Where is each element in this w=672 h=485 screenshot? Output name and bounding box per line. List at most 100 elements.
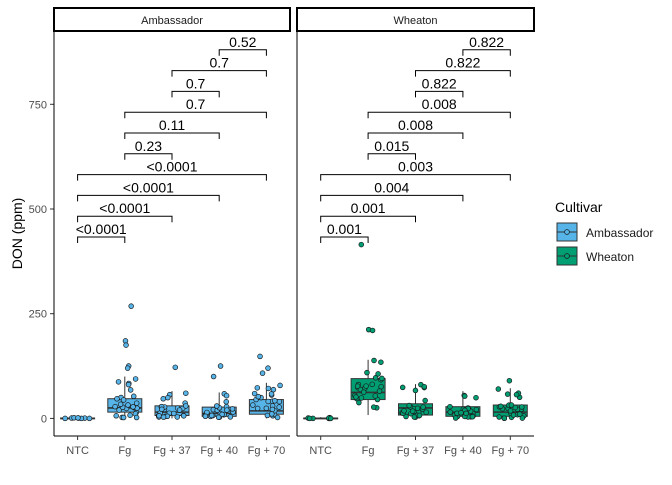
data-point — [223, 399, 229, 405]
data-point — [447, 403, 453, 410]
legend-label: Ambassador — [586, 226, 653, 240]
panel-wheaton: Wheaton NTC Fg Fg + 37 Fg + 40 Fg + 70 0.001 0.… — [296, 7, 535, 457]
legend: Cultivar Ambassador Wheaton — [555, 199, 653, 266]
bracket-line — [124, 132, 220, 139]
data-point — [120, 414, 127, 421]
data-point — [254, 405, 261, 412]
comparison-bracket: 0.008 — [367, 96, 511, 119]
outlier-point — [259, 370, 266, 376]
data-point — [327, 415, 334, 422]
data-point — [372, 393, 378, 399]
data-point — [125, 402, 131, 408]
comparison-bracket: 0.7 — [171, 55, 267, 77]
outlier-point — [265, 365, 271, 371]
data-point — [363, 383, 369, 389]
data-point — [399, 384, 406, 391]
data-point — [501, 415, 508, 421]
data-point — [414, 405, 421, 412]
data-point — [406, 402, 412, 409]
bracket-line — [77, 236, 126, 243]
x-tick-label: Fg — [362, 445, 375, 457]
data-point — [376, 388, 383, 394]
data-point — [401, 408, 407, 414]
data-point — [495, 386, 502, 392]
data-point — [469, 414, 476, 420]
bracket-line — [367, 111, 511, 119]
p-value-label: 0.001 — [327, 221, 362, 237]
data-point — [277, 382, 283, 389]
data-point — [358, 395, 365, 401]
data-point — [127, 412, 133, 418]
data-point — [159, 406, 165, 413]
x-tick-label: Fg + 70 — [491, 445, 529, 457]
bracket-line — [77, 194, 220, 202]
bracket-line — [218, 49, 267, 56]
data-point — [276, 404, 282, 410]
comparison-bracket: 0.23 — [124, 138, 173, 160]
data-point — [224, 407, 230, 413]
legend-label: Wheaton — [586, 250, 634, 264]
data-point — [269, 411, 275, 417]
bracket-line — [171, 70, 267, 77]
outlier-point — [369, 327, 376, 334]
p-value-label: 0.822 — [469, 34, 504, 50]
bracket-line — [320, 215, 416, 223]
data-point — [375, 371, 381, 377]
comparison-bracket: 0.822 — [415, 75, 464, 98]
x-tick-label: NTC — [309, 445, 332, 457]
data-point — [452, 415, 459, 421]
outlier-point — [124, 365, 131, 371]
p-value-label: 0.7 — [186, 96, 206, 112]
comparison-bracket: <0.0001 — [77, 159, 267, 181]
data-point — [114, 396, 120, 402]
data-point — [86, 415, 93, 422]
comparison-bracket: 0.822 — [415, 55, 511, 77]
legend-key-point — [564, 229, 570, 235]
data-point — [473, 406, 480, 413]
data-point — [250, 402, 256, 408]
data-point — [496, 414, 502, 420]
data-point — [165, 394, 171, 401]
comparison-bracket: 0.52 — [218, 34, 267, 56]
p-value-label: 0.822 — [422, 75, 457, 91]
data-point — [421, 383, 428, 390]
data-point — [112, 403, 118, 410]
p-value-label: 0.008 — [422, 96, 457, 112]
bracket-line — [320, 174, 511, 181]
data-point — [354, 383, 361, 389]
data-point — [274, 414, 281, 421]
data-point — [160, 414, 167, 420]
data-point — [133, 400, 140, 406]
bracket-line — [415, 90, 464, 98]
x-tick-label: Fg + 40 — [444, 445, 482, 457]
data-point — [255, 393, 262, 400]
data-point — [183, 390, 189, 396]
outlier-point — [358, 241, 365, 248]
p-value-label: 0.008 — [398, 117, 433, 133]
comparison-bracket: 0.004 — [320, 179, 464, 202]
outlier-point — [257, 353, 263, 360]
data-point — [519, 404, 525, 410]
comparison-bracket: 0.003 — [320, 159, 511, 181]
data-point — [229, 406, 236, 412]
data-point — [508, 402, 515, 408]
x-tick-label: NTC — [66, 445, 89, 457]
y-tick-label: 500 — [29, 204, 47, 216]
data-point — [272, 398, 278, 404]
bracket-line — [320, 194, 464, 202]
p-value-label: 0.52 — [229, 34, 256, 50]
data-point — [306, 415, 313, 422]
bracket-line — [124, 153, 173, 160]
data-point — [183, 403, 189, 409]
data-point — [171, 410, 177, 417]
data-point — [447, 409, 453, 415]
x-tick-label: Fg — [118, 445, 131, 457]
p-value-label: <0.0001 — [147, 159, 198, 175]
data-point — [227, 414, 234, 420]
data-point — [519, 415, 526, 421]
p-value-label: 0.7 — [186, 75, 206, 91]
data-point — [276, 398, 283, 405]
outlier-point — [217, 363, 224, 369]
